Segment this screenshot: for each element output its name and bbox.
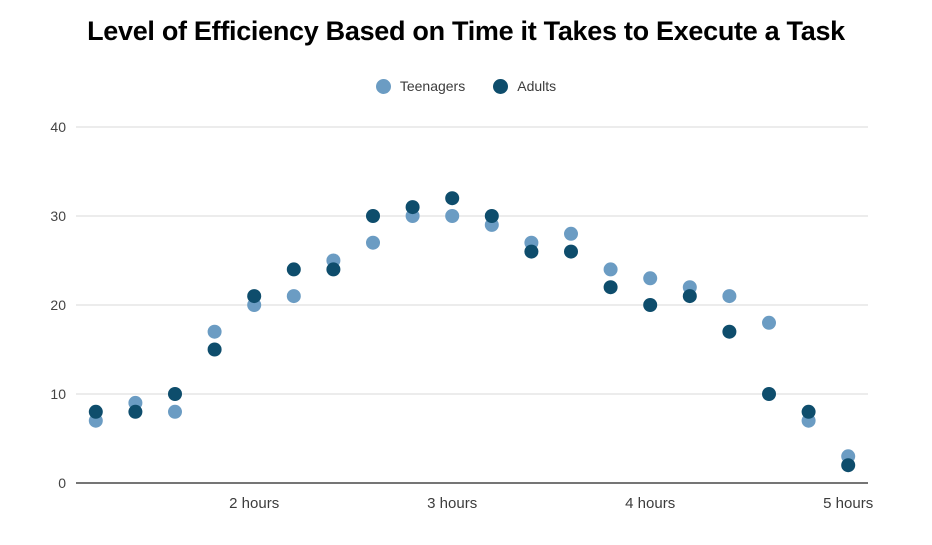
data-point-teenagers xyxy=(643,271,658,286)
teenagers-dot-icon xyxy=(375,78,391,94)
data-point-adults xyxy=(247,289,262,304)
data-point-teenagers xyxy=(722,289,737,304)
legend-label-adults: Adults xyxy=(517,78,557,94)
data-point-adults xyxy=(682,289,697,304)
data-point-teenagers xyxy=(445,209,460,223)
legend-item-adults: Adults xyxy=(493,78,556,94)
y-tick-label: 30 xyxy=(50,208,66,224)
y-tick-label: 0 xyxy=(58,475,66,491)
data-point-teenagers xyxy=(286,289,301,304)
data-point-adults xyxy=(762,387,776,401)
data-point-adults xyxy=(801,404,816,419)
y-tick-label: 40 xyxy=(50,119,66,135)
data-point-adults xyxy=(722,324,737,339)
data-point-adults xyxy=(564,244,578,259)
data-point-adults xyxy=(326,262,341,277)
adults-dot-icon xyxy=(493,78,509,94)
chart-title: Level of Efficiency Based on Time it Tak… xyxy=(87,16,845,46)
data-point-adults xyxy=(445,191,460,206)
y-tick-label: 10 xyxy=(50,386,66,402)
y-tick-label: 20 xyxy=(50,297,66,313)
x-tick-label: 4 hours xyxy=(625,495,675,512)
data-point-teenagers xyxy=(207,324,222,339)
data-point-adults xyxy=(286,262,301,277)
data-point-teenagers xyxy=(168,404,182,419)
data-point-adults xyxy=(603,280,618,295)
data-point-teenagers xyxy=(564,226,578,241)
data-point-teenagers xyxy=(762,315,776,330)
chart-legend: Teenagers Adults xyxy=(0,78,932,94)
x-tick-label: 3 hours xyxy=(427,495,477,512)
legend-item-teenagers: Teenagers xyxy=(375,78,466,94)
data-point-adults xyxy=(643,298,658,312)
legend-label-teenagers: Teenagers xyxy=(399,78,466,94)
data-point-adults xyxy=(207,342,222,357)
data-point-adults xyxy=(524,244,539,259)
data-point-adults xyxy=(88,404,103,419)
data-point-adults xyxy=(168,387,182,401)
data-point-adults xyxy=(484,209,499,223)
x-tick-label: 2 hours xyxy=(229,495,279,512)
data-point-adults xyxy=(366,209,380,223)
data-point-adults xyxy=(128,404,143,419)
data-point-adults xyxy=(405,200,420,215)
data-point-teenagers xyxy=(603,262,618,277)
data-point-teenagers xyxy=(366,235,380,250)
data-point-adults xyxy=(841,458,856,473)
x-tick-label: 5 hours xyxy=(823,495,873,512)
